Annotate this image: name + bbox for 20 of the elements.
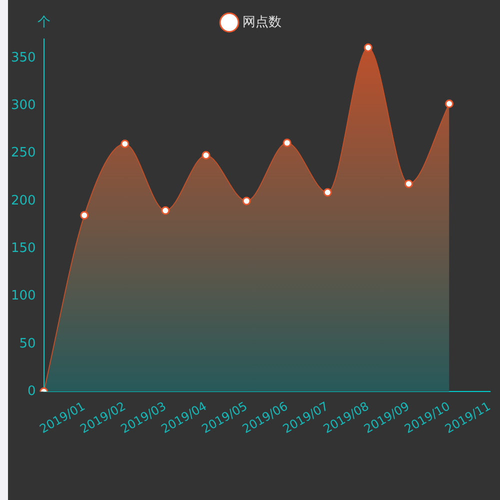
point xyxy=(323,188,332,197)
point xyxy=(282,138,292,148)
legend-label: 网点数 xyxy=(242,14,282,30)
point xyxy=(242,196,251,206)
y-tick-label: 300 xyxy=(10,98,36,114)
y-tick-label: 250 xyxy=(10,146,36,161)
y-tick-label: 50 xyxy=(19,336,36,352)
y-tick-label: 350 xyxy=(10,50,36,66)
y-tick-label: 200 xyxy=(10,193,36,208)
y-axis-title: 个 xyxy=(37,14,50,30)
point xyxy=(202,151,210,160)
point xyxy=(445,100,454,108)
y-tick-label: 0 xyxy=(28,384,36,399)
point xyxy=(161,206,170,215)
point xyxy=(364,43,372,52)
point xyxy=(120,140,130,148)
point xyxy=(80,211,89,220)
point xyxy=(404,180,413,188)
y-tick-label: 150 xyxy=(10,241,36,256)
y-tick-label: 100 xyxy=(10,288,36,304)
